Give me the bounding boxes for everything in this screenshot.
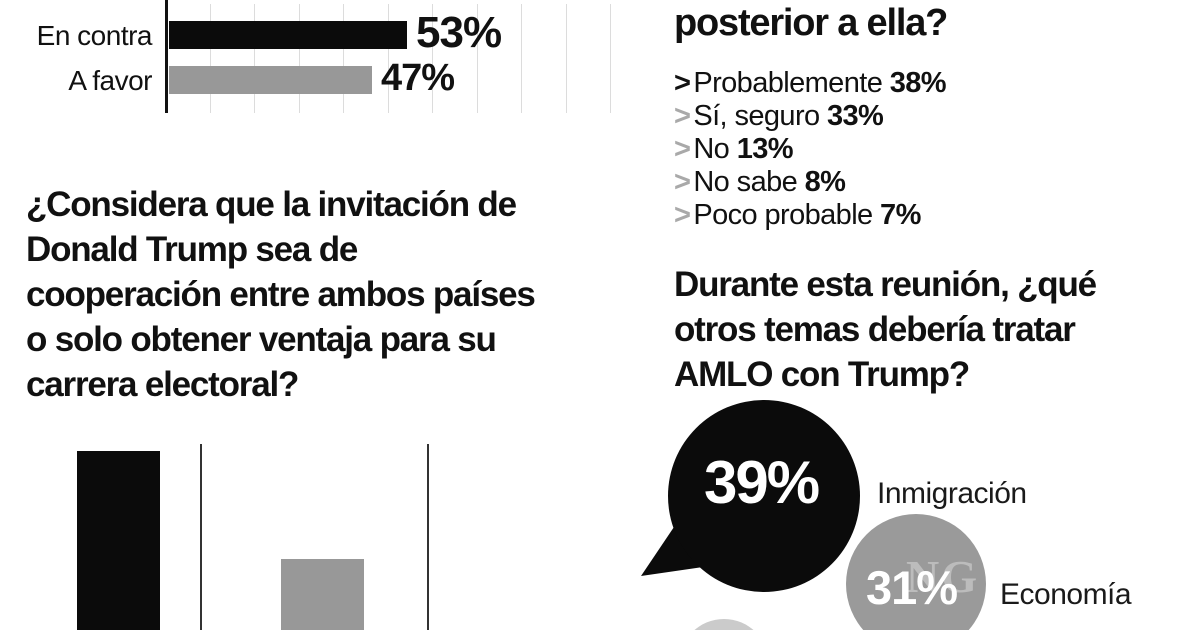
question-line: cooperación entre ambos países	[26, 275, 536, 314]
question-line: Donald Trump sea de	[26, 230, 358, 269]
immigration-bubble	[668, 400, 860, 592]
watermark-text: NG	[906, 551, 979, 602]
question-line: Durante esta reunión, ¿qué	[674, 265, 1097, 304]
gridline	[388, 4, 389, 113]
economy-label: Economía	[1000, 578, 1132, 611]
gridline	[210, 4, 211, 113]
list-item-value: 38%	[889, 67, 947, 99]
list-item-label: Poco probable	[693, 199, 873, 231]
list-item: > Poco probable 7%	[674, 199, 946, 232]
immigration-value: 39%	[703, 449, 820, 516]
list-item: > No sabe 8%	[674, 166, 946, 199]
column-bar-black	[77, 451, 160, 630]
list-item-label: No	[693, 133, 730, 165]
immigration-label: Inmigración	[877, 477, 1027, 510]
bar-a-favor	[169, 66, 372, 94]
gridline	[254, 4, 255, 113]
column-chart-divider	[200, 444, 202, 630]
gridline	[343, 4, 344, 113]
partial-bubble	[694, 619, 754, 630]
list-item-value: 8%	[804, 166, 846, 198]
gridline	[610, 4, 611, 113]
survey-result-list: > Probablemente 38% > Sí, seguro 33% > No 1…	[674, 67, 947, 232]
list-item-value: 33%	[827, 100, 884, 132]
question-line: carrera electoral?	[26, 365, 299, 404]
list-item-value: 13%	[736, 133, 794, 165]
question-other-topics: Durante esta reunión, ¿qué otros temas d…	[674, 262, 1097, 397]
chevron-right-icon: >	[674, 67, 691, 99]
list-item-label: No sabe	[693, 166, 798, 198]
list-item: > Probablemente 38%	[674, 67, 947, 100]
chevron-right-icon: >	[674, 133, 691, 165]
bar-category-a-favor: A favor	[68, 65, 152, 96]
bar-en-contra	[169, 21, 407, 49]
economy-value: 31%	[866, 561, 958, 614]
chevron-right-icon: >	[674, 166, 691, 198]
gridline	[477, 4, 478, 113]
chevron-right-icon: >	[674, 100, 691, 132]
bar-category-en-contra: En contra	[36, 20, 153, 51]
question-line: o solo obtener ventaja para su	[26, 320, 497, 359]
economy-bubble	[846, 514, 986, 630]
question-line: otros temas debería tratar	[674, 310, 1076, 349]
speech-bubble-tail	[641, 524, 710, 576]
list-item-label: Sí, seguro	[693, 100, 820, 132]
gridline	[299, 4, 300, 113]
question-meeting-heading: posterior a ella?	[674, 2, 948, 44]
question-invitation: ¿Considera que la invitación de Donald T…	[26, 182, 536, 407]
list-item: > No 13%	[674, 133, 946, 166]
column-chart-divider	[427, 444, 429, 630]
list-item: > Sí, seguro 33%	[674, 100, 946, 133]
bar-value-en-contra: 53%	[416, 8, 502, 57]
question-line: ¿Considera que la invitación de	[26, 185, 517, 224]
bar-value-a-favor: 47%	[381, 57, 455, 99]
bar-chart-axis	[165, 0, 168, 113]
question-line: AMLO con Trump?	[674, 355, 970, 394]
chevron-right-icon: >	[674, 199, 691, 231]
list-item-label: Probablemente	[693, 67, 883, 99]
list-item-value: 7%	[880, 199, 921, 231]
gridline	[521, 4, 522, 113]
gridline	[432, 4, 433, 113]
column-bar-gray	[281, 559, 364, 630]
gridline	[566, 4, 567, 113]
